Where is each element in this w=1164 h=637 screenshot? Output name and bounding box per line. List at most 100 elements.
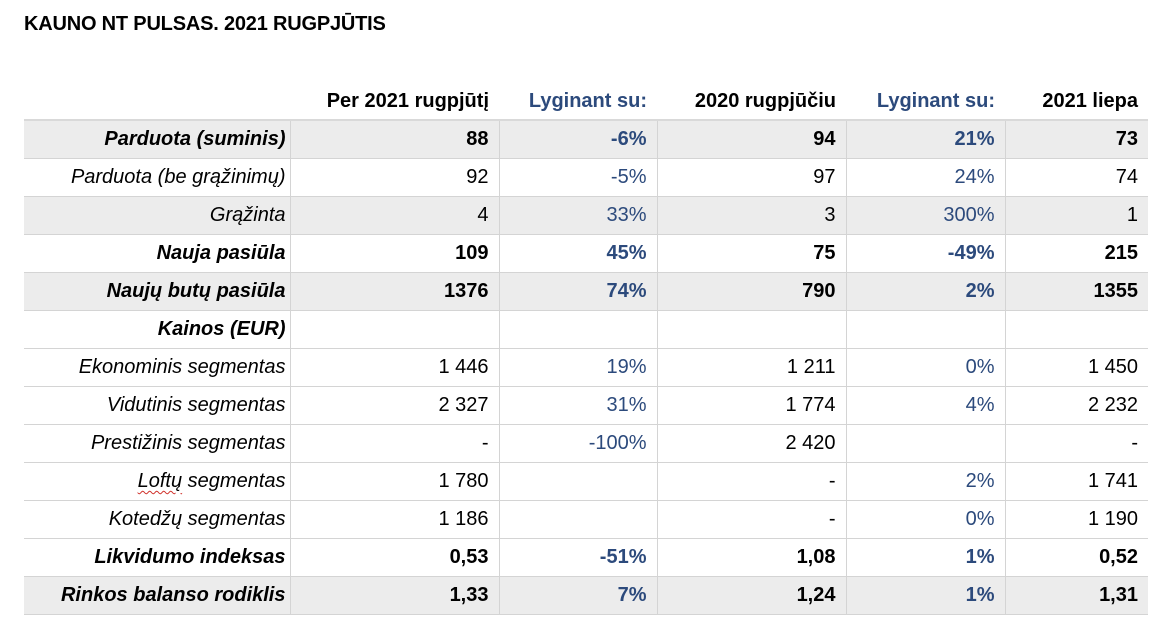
- header-previous-year: 2020 rugpjūčiu: [657, 83, 846, 121]
- header-comparison-year: Lyginant su:: [499, 83, 657, 121]
- cell-current: 0,53: [289, 538, 499, 577]
- cell-current: -: [289, 424, 499, 463]
- cell-previous-month: 74: [1004, 158, 1148, 197]
- table-row: Parduota (suminis) 88 -6% 94 21% 73: [24, 120, 1148, 159]
- row-label: Grąžinta: [24, 196, 290, 235]
- row-label-rest: segmentas: [182, 470, 286, 492]
- row-label: Naujų butų pasiūla: [24, 272, 290, 311]
- cell-previous-year: 790: [656, 272, 846, 311]
- cell-change-month: 1%: [845, 538, 1005, 577]
- cell-previous-year: -: [656, 500, 846, 539]
- cell-change-month: 300%: [845, 196, 1005, 235]
- cell-change-month: -49%: [845, 234, 1005, 273]
- cell-change-year: [498, 500, 657, 539]
- cell-current: 109: [289, 234, 499, 273]
- cell-change-month: 21%: [845, 120, 1005, 159]
- table-row: Ekonominis segmentas 1 446 19% 1 211 0% …: [24, 348, 1148, 387]
- cell-previous-month: 215: [1004, 234, 1148, 273]
- cell-change-month: [845, 310, 1005, 349]
- cell-current: 92: [289, 158, 499, 197]
- row-label: Nauja pasiūla: [24, 234, 290, 273]
- cell-current: 2 327: [289, 386, 499, 425]
- table-header-row: Per 2021 rugpjūtį Lyginant su: 2020 rugp…: [24, 83, 1148, 121]
- cell-change-year: 33%: [498, 196, 657, 235]
- cell-previous-month: 1,31: [1004, 576, 1148, 615]
- row-label: Parduota (be grąžinimų): [24, 158, 290, 197]
- cell-previous-year: 75: [656, 234, 846, 273]
- row-label: Parduota (suminis): [24, 120, 290, 159]
- table-row: Kotedžų segmentas 1 186 - 0% 1 190: [24, 500, 1148, 539]
- row-label: Kotedžų segmentas: [24, 500, 290, 539]
- cell-change-year: -51%: [498, 538, 657, 577]
- header-comparison-month: Lyginant su:: [846, 83, 1005, 121]
- table-row: Loftų segmentas 1 780 - 2% 1 741: [24, 462, 1148, 501]
- page-title: KAUNO NT PULSAS. 2021 RUGPJŪTIS: [24, 13, 386, 35]
- cell-change-month: 24%: [845, 158, 1005, 197]
- cell-current: 1 186: [289, 500, 499, 539]
- cell-previous-month: 1 741: [1004, 462, 1148, 501]
- row-label: Prestižinis segmentas: [24, 424, 290, 463]
- header-previous-month: 2021 liepa: [1005, 83, 1148, 121]
- cell-change-month: 1%: [845, 576, 1005, 615]
- cell-change-year: 7%: [498, 576, 657, 615]
- cell-change-month: 0%: [845, 348, 1005, 387]
- cell-current: 1376: [289, 272, 499, 311]
- cell-previous-year: 1,24: [656, 576, 846, 615]
- cell-current: 88: [289, 120, 499, 159]
- section-label-prices: Kainos (EUR): [24, 310, 290, 349]
- cell-previous-year: [656, 310, 846, 349]
- table-row: Likvidumo indeksas 0,53 -51% 1,08 1% 0,5…: [24, 538, 1148, 577]
- cell-change-year: -100%: [498, 424, 657, 463]
- cell-previous-month: 2 232: [1004, 386, 1148, 425]
- cell-previous-month: -: [1004, 424, 1148, 463]
- table-row: Naujų butų pasiūla 1376 74% 790 2% 1355: [24, 272, 1148, 311]
- cell-current: 4: [289, 196, 499, 235]
- row-label: Vidutinis segmentas: [24, 386, 290, 425]
- cell-change-month: 2%: [845, 462, 1005, 501]
- cell-change-month: 2%: [845, 272, 1005, 311]
- row-label: Ekonominis segmentas: [24, 348, 290, 387]
- cell-previous-month: [1004, 310, 1148, 349]
- cell-previous-year: 1 211: [656, 348, 846, 387]
- cell-change-month: 0%: [845, 500, 1005, 539]
- cell-previous-month: 0,52: [1004, 538, 1148, 577]
- cell-change-year: [498, 310, 657, 349]
- table-row: Rinkos balanso rodiklis 1,33 7% 1,24 1% …: [24, 576, 1148, 615]
- cell-current: 1,33: [289, 576, 499, 615]
- cell-change-year: 74%: [498, 272, 657, 311]
- table-row: Nauja pasiūla 109 45% 75 -49% 215: [24, 234, 1148, 273]
- row-label-spellcheck-word: Loftų: [137, 470, 183, 492]
- cell-current: 1 780: [289, 462, 499, 501]
- cell-previous-year: -: [656, 462, 846, 501]
- cell-change-year: 19%: [498, 348, 657, 387]
- cell-previous-month: 1 190: [1004, 500, 1148, 539]
- cell-change-month: 4%: [845, 386, 1005, 425]
- cell-change-month: [845, 424, 1005, 463]
- market-pulse-table: Per 2021 rugpjūtį Lyginant su: 2020 rugp…: [24, 83, 1148, 615]
- cell-current: [289, 310, 499, 349]
- table-row: Parduota (be grąžinimų) 92 -5% 97 24% 74: [24, 158, 1148, 197]
- table-row: Vidutinis segmentas 2 327 31% 1 774 4% 2…: [24, 386, 1148, 425]
- cell-change-year: -6%: [498, 120, 657, 159]
- cell-change-year: 31%: [498, 386, 657, 425]
- cell-previous-month: 1: [1004, 196, 1148, 235]
- header-label: [24, 83, 290, 121]
- table-row: Kainos (EUR): [24, 310, 1148, 349]
- header-current-month: Per 2021 rugpjūtį: [290, 83, 499, 121]
- cell-previous-year: 1,08: [656, 538, 846, 577]
- table-row: Prestižinis segmentas - -100% 2 420 -: [24, 424, 1148, 463]
- cell-previous-year: 1 774: [656, 386, 846, 425]
- cell-current: 1 446: [289, 348, 499, 387]
- row-label: Likvidumo indeksas: [24, 538, 290, 577]
- cell-change-year: 45%: [498, 234, 657, 273]
- cell-previous-month: 1 450: [1004, 348, 1148, 387]
- table-row: Grąžinta 4 33% 3 300% 1: [24, 196, 1148, 235]
- cell-previous-year: 3: [656, 196, 846, 235]
- cell-previous-year: 2 420: [656, 424, 846, 463]
- row-label: Loftų segmentas: [24, 462, 290, 501]
- row-label: Rinkos balanso rodiklis: [24, 576, 290, 615]
- cell-previous-month: 73: [1004, 120, 1148, 159]
- cell-change-year: [498, 462, 657, 501]
- cell-previous-year: 94: [656, 120, 846, 159]
- cell-previous-month: 1355: [1004, 272, 1148, 311]
